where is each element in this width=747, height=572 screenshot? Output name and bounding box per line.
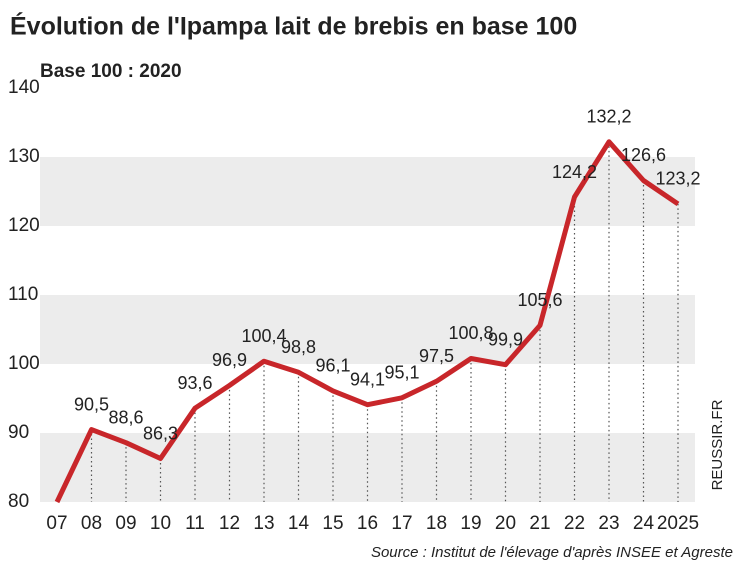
data-label: 93,6 <box>177 373 212 393</box>
y-tick-label: 110 <box>8 284 38 305</box>
chart-subtitle: Base 100 : 2020 <box>40 61 182 82</box>
data-label: 100,8 <box>448 323 493 343</box>
data-label: 132,2 <box>586 107 631 127</box>
x-tick-label: 2025 <box>657 513 699 534</box>
data-label: 86,3 <box>143 423 178 443</box>
y-tick-label: 90 <box>8 422 29 443</box>
data-label: 98,8 <box>281 337 316 357</box>
data-label: 100,4 <box>241 326 286 346</box>
data-label: 88,6 <box>108 407 143 427</box>
data-label: 99,9 <box>488 329 523 349</box>
x-tick-label: 12 <box>219 513 240 534</box>
credit: REUSSIR.FR <box>709 399 726 490</box>
x-tick-label: 10 <box>150 513 171 534</box>
data-label: 105,6 <box>517 290 562 310</box>
data-label: 94,1 <box>350 369 385 389</box>
x-tick-label: 24 <box>633 513 655 534</box>
data-label: 95,1 <box>384 363 419 383</box>
y-tick-label: 120 <box>8 215 40 236</box>
data-label: 123,2 <box>655 169 700 189</box>
x-tick-label: 16 <box>357 513 378 534</box>
x-tick-label: 08 <box>81 513 102 534</box>
x-tick-label: 23 <box>598 513 619 534</box>
data-line <box>54 139 680 504</box>
x-tick-label: 09 <box>115 513 136 534</box>
x-tick-label: 18 <box>426 513 447 534</box>
y-tick-label: 80 <box>8 491 29 512</box>
x-tick-label: 21 <box>529 513 550 534</box>
y-tick-label: 140 <box>8 77 40 98</box>
data-label: 97,5 <box>419 346 454 366</box>
data-label: 96,9 <box>212 350 247 370</box>
data-label: 126,6 <box>621 145 666 165</box>
x-tick-label: 20 <box>495 513 516 534</box>
x-tick-label: 17 <box>391 513 412 534</box>
grid-band <box>40 295 695 364</box>
x-tick-label: 07 <box>46 513 67 534</box>
source: Source : Institut de l'élevage d'après I… <box>371 544 733 561</box>
data-label: 90,5 <box>74 394 109 414</box>
x-tick-label: 11 <box>185 513 205 534</box>
data-label: 96,1 <box>315 356 350 376</box>
grid-bands <box>40 157 695 502</box>
chart-title: Évolution de l'Ipampa lait de brebis en … <box>10 12 577 41</box>
grid-band <box>40 157 695 226</box>
y-tick-label: 130 <box>8 146 40 167</box>
x-tick-label: 13 <box>253 513 274 534</box>
y-tick-label: 100 <box>8 353 40 374</box>
x-tick-label: 14 <box>288 513 310 534</box>
x-tick-label: 15 <box>322 513 343 534</box>
data-label: 124,2 <box>552 162 597 182</box>
x-tick-label: 19 <box>460 513 481 534</box>
x-tick-label: 22 <box>564 513 585 534</box>
